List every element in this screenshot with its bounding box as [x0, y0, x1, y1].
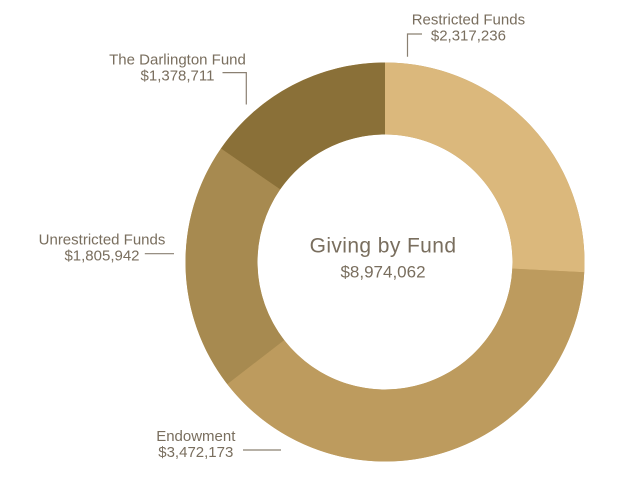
svg-text:Giving by Fund: Giving by Fund: [310, 235, 457, 258]
svg-text:$8,974,062: $8,974,062: [340, 263, 425, 282]
svg-text:$3,472,173: $3,472,173: [158, 444, 233, 461]
svg-text:$1,378,711: $1,378,711: [141, 67, 215, 84]
svg-text:$2,317,236: $2,317,236: [431, 27, 506, 44]
svg-text:$1,805,942: $1,805,942: [64, 247, 139, 264]
svg-text:Endowment: Endowment: [156, 428, 236, 445]
svg-text:Unrestricted Funds: Unrestricted Funds: [39, 231, 166, 248]
svg-text:Restricted Funds: Restricted Funds: [412, 11, 525, 28]
svg-text:The Darlington Fund: The Darlington Fund: [109, 51, 246, 68]
